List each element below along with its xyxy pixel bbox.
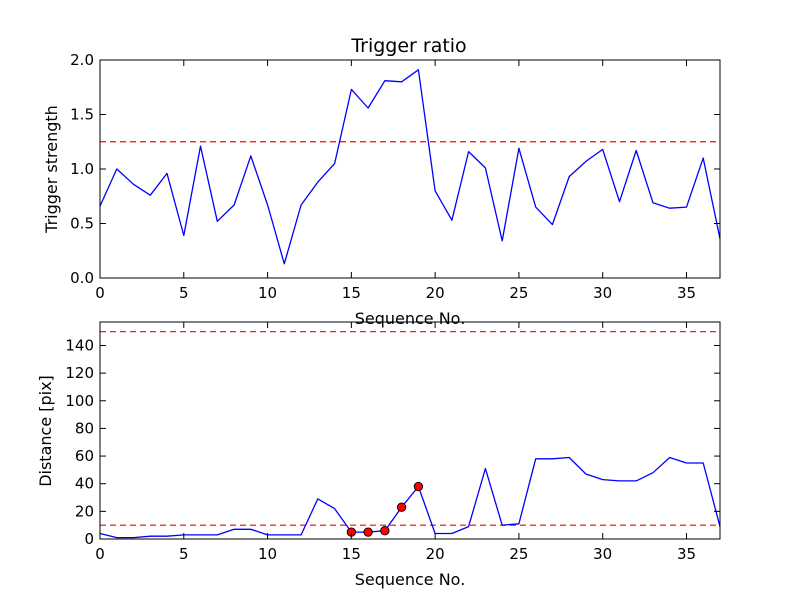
x-tick-label: 20 (426, 545, 445, 563)
y-tick-label: 0 (84, 530, 94, 548)
trigger-ratio-chart: 0 5 10 15 20 25 30 35 0.0 0.5 1.0 1.5 2.0 Trigger ra… (42, 35, 721, 328)
y-tick-label: 100 (65, 392, 94, 410)
x-tick-label: 5 (179, 545, 189, 563)
series-line (99, 69, 721, 265)
chart-title: Trigger ratio (350, 35, 466, 57)
y-tick-label: 1.0 (70, 160, 94, 178)
x-tick-label: 5 (179, 284, 189, 302)
x-tick-label: 0 (95, 284, 105, 302)
axes-frame (99, 321, 721, 540)
y-tick-label: 20 (75, 502, 94, 520)
data-point-marker (396, 502, 407, 512)
x-tick-label: 35 (677, 284, 696, 302)
y-tick-label: 0.5 (70, 215, 94, 233)
y-tick-label: 140 (65, 336, 94, 354)
x-tick-label: 30 (593, 284, 612, 302)
trigger-ratio-plot-area: 0 5 10 15 20 25 30 35 0.0 0.5 1.0 1.5 2.0 (70, 51, 721, 302)
x-axis-label: Sequence No. (355, 309, 466, 328)
y-tick-label: 40 (75, 475, 94, 493)
x-tick-label: 25 (509, 284, 528, 302)
x-tick-label: 30 (593, 545, 612, 563)
series-line (99, 456, 721, 539)
x-tick-label: 35 (677, 545, 696, 563)
data-point-marker (380, 526, 390, 536)
y-tick-label: 80 (75, 419, 94, 437)
y-tick-label: 2.0 (70, 51, 94, 69)
data-point-marker (413, 481, 424, 492)
x-tick-label: 10 (258, 284, 277, 302)
distance-chart: 0 5 10 15 20 25 30 35 0 20 40 60 80 100 120 140 Sequenc… (36, 321, 721, 589)
x-tick-label: 15 (342, 284, 361, 302)
x-tick-label: 0 (95, 545, 105, 563)
x-tick-label: 25 (509, 545, 528, 563)
data-point-marker (363, 527, 373, 537)
y-tick-label: 1.5 (70, 106, 94, 124)
y-tick-label: 120 (65, 364, 94, 382)
y-tick-label: 0.0 (70, 269, 94, 287)
y-axis-label: Distance [pix] (36, 375, 55, 487)
x-tick-label: 20 (426, 284, 445, 302)
y-axis-label: Trigger strength (42, 105, 61, 234)
x-tick-label: 15 (342, 545, 361, 563)
y-tick-label: 60 (75, 447, 94, 465)
x-axis-label: Sequence No. (355, 570, 466, 589)
x-tick-label: 10 (258, 545, 277, 563)
distance-plot-area: 0 5 10 15 20 25 30 35 0 20 40 60 80 100 120 140 (65, 321, 721, 563)
